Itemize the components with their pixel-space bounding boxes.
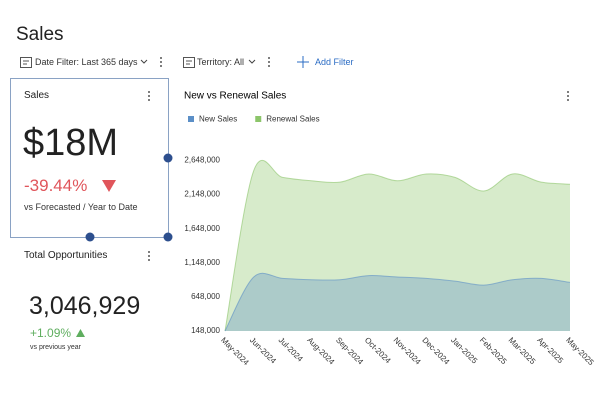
legend-swatch (255, 116, 262, 122)
card-change: -39.44% (24, 176, 88, 195)
area-fill (225, 273, 570, 331)
y-tick-label: 148,000 (191, 326, 220, 335)
card-note: vs Forecasted / Year to Date (24, 202, 138, 212)
x-tick-label: Nov-2024 (392, 336, 423, 367)
resize-handles[interactable] (84, 152, 174, 244)
plus-icon (297, 56, 309, 68)
page-title: Sales (16, 24, 64, 45)
card-note: vs previous year (30, 344, 81, 351)
y-tick-label: 1,648,000 (184, 224, 220, 233)
x-tick-label: Feb-2025 (478, 336, 509, 367)
chevron (140, 59, 148, 64)
chart-title: New vs Renewal Sales (184, 91, 286, 102)
card-value: $18M (23, 122, 119, 164)
card-title: Sales (24, 90, 50, 101)
x-tick-label: Sep-2024 (334, 336, 365, 367)
filter-icon (183, 57, 195, 68)
card-value: 3,046,929 (29, 292, 141, 320)
more-menu[interactable] (148, 91, 151, 102)
territory-filter[interactable]: Territory: All (197, 57, 245, 67)
y-tick-label: 1,148,000 (184, 258, 220, 267)
add-filter[interactable]: Add Filter (315, 57, 354, 67)
down-arrow (102, 180, 116, 192)
more-menu[interactable] (567, 91, 570, 102)
legend-swatch (188, 116, 194, 122)
x-tick-label: Apr-2025 (535, 336, 565, 366)
y-tick-label: 2,648,000 (184, 156, 220, 165)
y-tick-label: 2,148,000 (184, 190, 220, 199)
legend-label: New Sales (199, 115, 237, 124)
card-title: Total Opportunities (24, 250, 108, 261)
filter-icon (20, 57, 32, 68)
more-menu[interactable] (160, 57, 163, 68)
x-tick-label: Jan-2025 (449, 336, 479, 366)
x-tick-label: Jun-2024 (248, 336, 278, 366)
x-tick-label: Aug-2024 (305, 336, 336, 367)
x-tick-label: May-2024 (219, 336, 251, 368)
up-arrow (76, 329, 85, 337)
area-line (224, 160, 571, 332)
x-tick-label: Jul-2024 (277, 336, 305, 364)
date-filter[interactable]: Date Filter: Last 365 days (35, 57, 138, 67)
area-line (224, 272, 571, 332)
x-tick-label: Mar-2025 (507, 336, 538, 367)
y-tick-label: 648,000 (191, 292, 220, 301)
area-fill (225, 160, 570, 331)
x-tick-label: Oct-2024 (363, 336, 393, 366)
x-tick-label: Dec-2024 (420, 336, 451, 367)
chevron (248, 59, 256, 64)
more-menu[interactable] (268, 57, 271, 68)
x-tick-label: May-2025 (564, 336, 596, 368)
legend-label: Renewal Sales (266, 115, 319, 124)
more-menu[interactable] (148, 251, 151, 262)
card-change: +1.09% (30, 326, 72, 340)
